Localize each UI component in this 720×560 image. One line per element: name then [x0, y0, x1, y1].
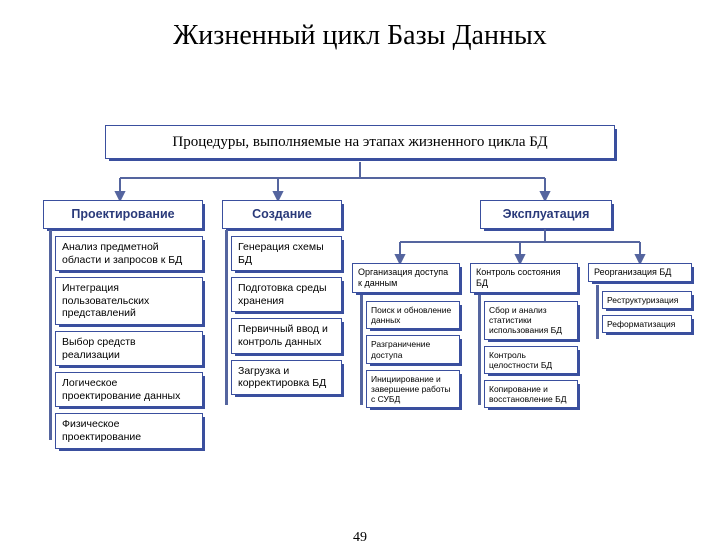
access-item: Разграничение доступа: [366, 335, 460, 363]
root-box: Процедуры, выполняемые на этапах жизненн…: [105, 125, 615, 159]
control-item: Сбор и анализ статистики использования Б…: [484, 301, 578, 340]
sub-reorg: Реорганизация БД Реструктуризация Реформ…: [588, 263, 692, 282]
sub-control-title: Контроль состояния БД: [470, 263, 578, 293]
design-item: Физическое проектирование: [55, 413, 203, 448]
design-item: Анализ предметной области и запросов к Б…: [55, 236, 203, 271]
stage-operate-title: Эксплуатация: [480, 200, 612, 229]
stage-create-title: Создание: [222, 200, 342, 229]
access-item: Инициирование и завершение работы с СУБД: [366, 370, 460, 409]
control-item: Контроль целостности БД: [484, 346, 578, 374]
create-item: Загрузка и корректировка БД: [231, 360, 342, 395]
reorg-item: Реструктуризация: [602, 291, 692, 309]
access-item: Поиск и обновление данных: [366, 301, 460, 329]
create-item: Первичный ввод и контроль данных: [231, 318, 342, 353]
stage-create: Создание Генерация схемы БД Подготовка с…: [222, 200, 342, 229]
sub-access: Организация доступа к данным Поиск и обн…: [352, 263, 460, 293]
design-item: Выбор средств реализации: [55, 331, 203, 366]
page-number: 49: [353, 530, 367, 546]
create-item: Подготовка среды хранения: [231, 277, 342, 312]
create-item: Генерация схемы БД: [231, 236, 342, 271]
control-item: Копирование и восстановление БД: [484, 380, 578, 408]
stage-operate: Эксплуатация: [480, 200, 612, 229]
sub-reorg-title: Реорганизация БД: [588, 263, 692, 282]
design-item: Интеграция пользовательских представлени…: [55, 277, 203, 325]
stage-design: Проектирование Анализ предметной области…: [43, 200, 203, 229]
slide-title: Жизненный цикл Базы Данных: [0, 20, 720, 52]
root-box-wrap: Процедуры, выполняемые на этапах жизненн…: [105, 125, 615, 159]
sub-control: Контроль состояния БД Сбор и анализ стат…: [470, 263, 578, 293]
design-item: Логическое проектирование данных: [55, 372, 203, 407]
sub-access-title: Организация доступа к данным: [352, 263, 460, 293]
stage-design-title: Проектирование: [43, 200, 203, 229]
reorg-item: Реформатизация: [602, 315, 692, 333]
